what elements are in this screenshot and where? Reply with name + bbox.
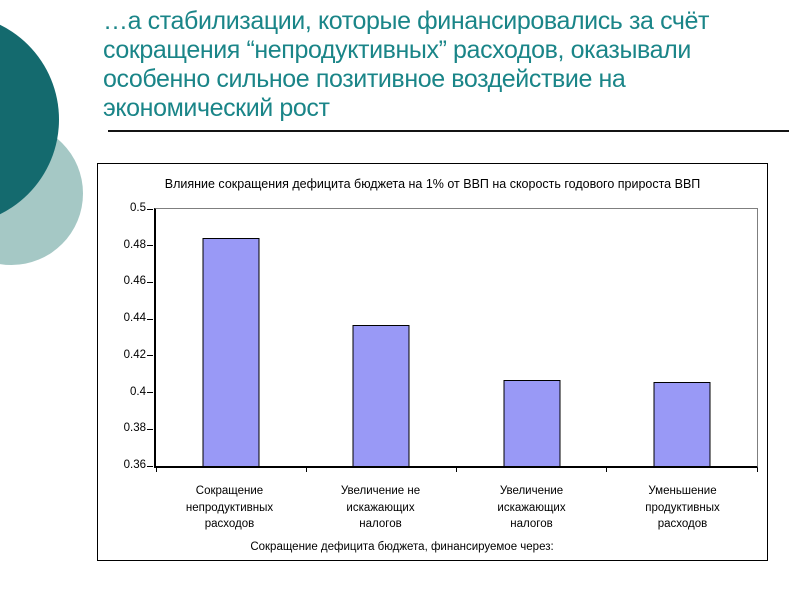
- x-tick-mark-1: [305, 468, 307, 472]
- y-tick-label-1: 0.48: [123, 238, 146, 251]
- y-tick-mark-7: [147, 465, 153, 467]
- x-tick-mark-3: [606, 468, 608, 472]
- x-tick-mark-0: [155, 468, 157, 472]
- y-tick-mark-4: [147, 355, 153, 357]
- y-tick-mark-0: [147, 208, 153, 210]
- y-tick-label-7: 0.36: [123, 459, 146, 471]
- bar-0: [202, 238, 260, 466]
- x-category-labels: Сокращение непродуктивных расходов Увелич…: [154, 483, 758, 533]
- y-tick-label-6: 0.38: [123, 422, 146, 435]
- bar-chart: Влияние сокращения дефицита бюджета на 1…: [97, 163, 768, 561]
- x-category-label-3: Уменьшение продуктивных расходов: [645, 485, 720, 530]
- slide-title: …а стабилизации, которые финансировались…: [103, 7, 710, 122]
- bar-slot-0: [156, 209, 306, 466]
- bar-slot-2: [457, 209, 607, 466]
- title-divider: [108, 130, 789, 132]
- x-category-label-1: Увеличение не искажающих налогов: [340, 485, 421, 530]
- y-tick-label-0: 0.5: [130, 202, 146, 214]
- y-tick-mark-5: [147, 392, 153, 394]
- y-tick-label-5: 0.4: [130, 385, 146, 398]
- x-category-label-0: Сокращение непродуктивных расходов: [185, 485, 274, 530]
- bar-2: [503, 379, 561, 466]
- chart-title: Влияние сокращения дефицита бюджета на 1…: [164, 177, 701, 191]
- bar-3: [653, 381, 711, 466]
- bar-slot-1: [306, 209, 456, 466]
- x-tick-mark-4: [756, 468, 758, 472]
- y-tick-label-2: 0.46: [123, 275, 146, 288]
- y-tick-mark-6: [147, 428, 153, 430]
- x-tick-mark-2: [456, 468, 457, 472]
- x-axis-title: Сокращение дефицита бюджета, финансируем…: [250, 541, 554, 553]
- bars-container: [156, 209, 757, 466]
- y-tick-mark-1: [147, 245, 153, 247]
- plot-area: 0.5 0.48 0.46 0.44 0.42 0.4 0.38 0.36: [124, 202, 758, 472]
- y-tick-mark-2: [147, 281, 153, 283]
- y-tick-label-4: 0.42: [123, 348, 146, 361]
- bar-slot-3: [607, 209, 757, 466]
- y-tick-label-3: 0.44: [123, 312, 146, 325]
- y-tick-mark-3: [147, 318, 153, 320]
- y-axis: 0.5 0.48 0.46 0.44 0.42 0.4 0.38 0.36: [124, 202, 758, 472]
- bar-1: [352, 324, 410, 466]
- x-category-label-2: Увеличение искажающих налогов: [497, 485, 566, 530]
